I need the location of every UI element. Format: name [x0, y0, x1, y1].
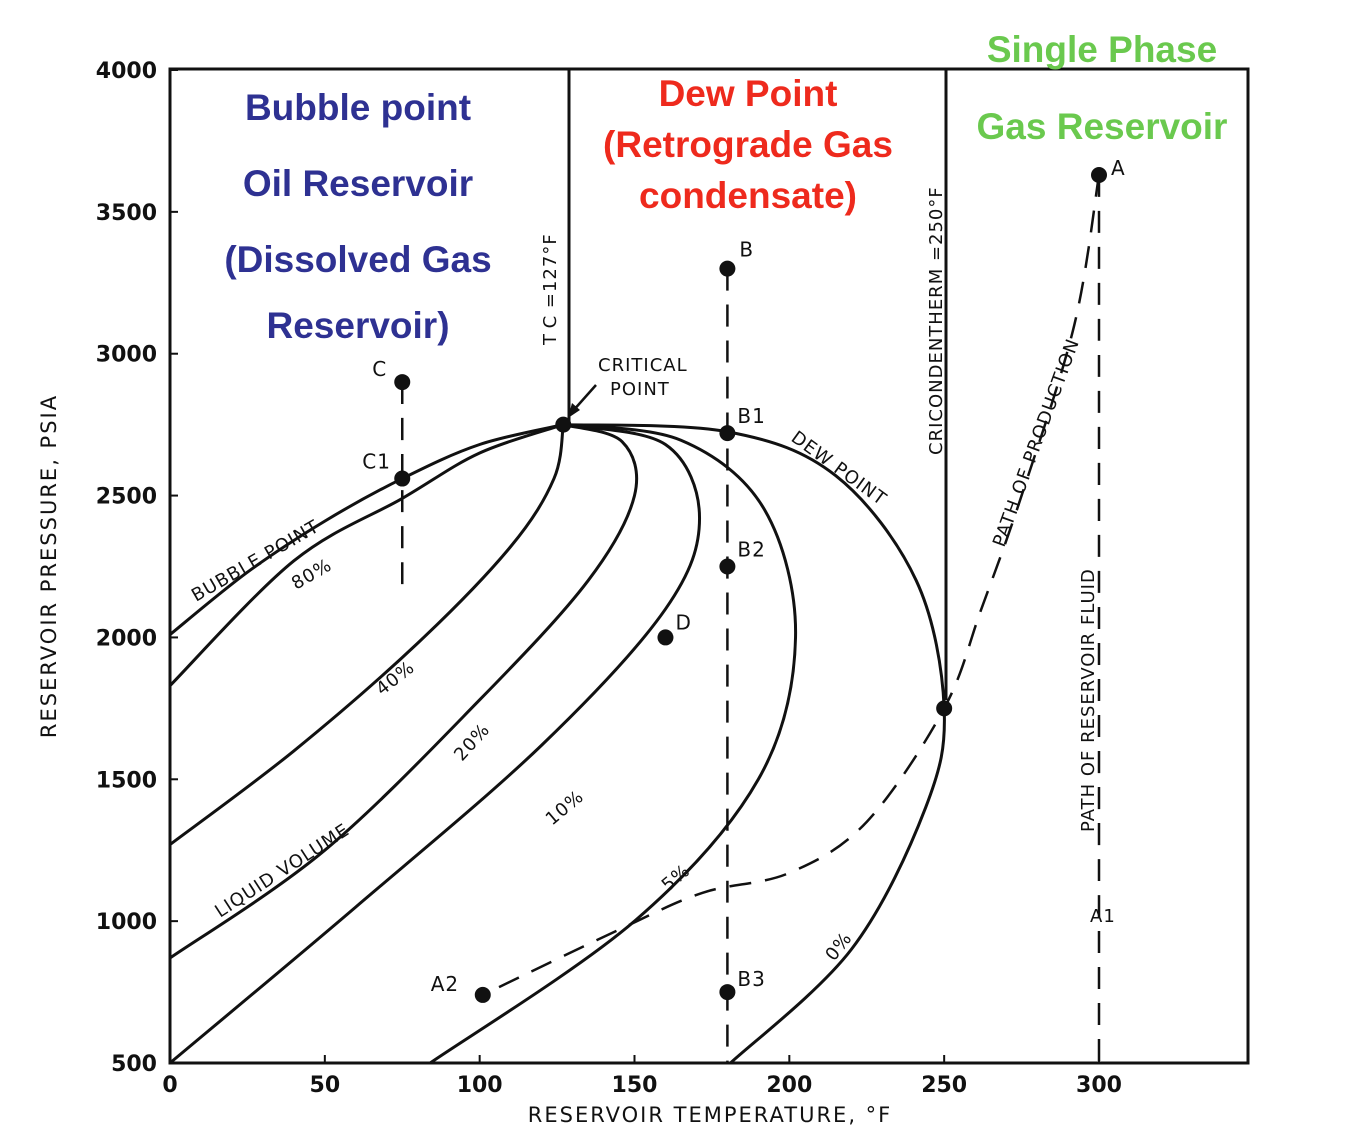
curve-bubble-point	[169, 423, 564, 636]
bubble-region-label: Bubble point Oil Reservoir (Dissolved Ga…	[224, 87, 491, 346]
bubble-point-label: BUBBLE POINT	[188, 516, 323, 606]
y-tick-label: 3000	[96, 343, 157, 368]
y-tick-label: 1500	[96, 768, 157, 793]
svg-text:Bubble point: Bubble point	[245, 87, 471, 128]
single-phase-region-label: Single Phase Gas Reservoir	[977, 29, 1228, 147]
svg-text:Single Phase: Single Phase	[987, 29, 1217, 70]
tc-label: T C =127°F	[540, 233, 561, 346]
y-axis-label: RESERVOIR PRESSURE, PSIA	[37, 394, 61, 738]
y-tick-label: 4000	[96, 59, 157, 84]
cricondentherm-label: CRICONDENTHERM =250°F	[926, 186, 947, 455]
curve-40-	[169, 424, 565, 846]
critical-point-label-2: POINT	[610, 379, 670, 400]
svg-text:(Dissolved Gas: (Dissolved Gas	[224, 239, 491, 280]
x-tick-label: 100	[457, 1073, 503, 1098]
x-tick-label: 50	[310, 1073, 341, 1098]
arrowhead-icon	[568, 403, 580, 418]
data-point-a2	[474, 986, 491, 1003]
path-of-reservoir-fluid-label: PATH OF RESERVOIR FLUID	[1078, 568, 1099, 832]
data-point	[555, 416, 572, 433]
point-label: A	[1111, 156, 1126, 180]
data-point-c	[394, 374, 411, 391]
y-tick-label: 2000	[96, 626, 157, 651]
svg-text:Oil Reservoir: Oil Reservoir	[243, 163, 473, 204]
svg-text:Reservoir): Reservoir)	[266, 305, 449, 346]
dashed-paths	[401, 174, 1101, 1063]
curve-10-	[169, 423, 702, 1065]
point-label: B	[739, 238, 754, 262]
plot-frame	[168, 67, 1250, 1065]
point-label: B2	[737, 538, 765, 562]
data-point-b3	[719, 984, 736, 1001]
data-point-a	[1091, 166, 1107, 183]
data-point-b1	[719, 425, 736, 442]
point-label: A2	[431, 972, 459, 996]
liquid-volume-label: LIQUID VOLUME	[211, 820, 353, 923]
x-tick-label: 200	[766, 1073, 812, 1098]
point-label: B1	[737, 404, 765, 428]
pct-5-label: 5%	[658, 860, 695, 896]
x-tick-label: 150	[612, 1073, 658, 1098]
point-label: D	[675, 610, 691, 634]
svg-text:Dew Point: Dew Point	[659, 73, 838, 114]
y-tick-label: 2500	[96, 485, 157, 510]
data-point-b	[719, 260, 736, 277]
point-label: C	[372, 357, 387, 381]
data-points: A B B1 B2 B3 C C1 D A2	[362, 156, 1125, 1003]
curve-5-	[429, 423, 798, 1065]
svg-text:condensate): condensate)	[639, 175, 857, 216]
svg-text:(Retrograde Gas: (Retrograde Gas	[603, 124, 893, 165]
dew-region-label: Dew Point (Retrograde Gas condensate)	[603, 73, 893, 216]
axis-ticks: 0 50 100 150 200 250 300 500 1000 1500 2000 2500 300…	[96, 59, 1122, 1098]
x-axis-label: RESERVOIR TEMPERATURE, °F	[528, 1103, 893, 1127]
pct-0-label: 0%	[821, 928, 856, 965]
curves	[168, 423, 946, 1065]
path-of-production-label: PATH OF PRODUCTION	[989, 336, 1084, 550]
x-tick-label: 0	[162, 1073, 177, 1098]
x-tick-label: 300	[1076, 1073, 1122, 1098]
a1-label: A1	[1090, 906, 1116, 927]
pct-10-label: 10%	[542, 786, 588, 830]
dew-point-label: DEW POINT	[787, 427, 890, 510]
y-tick-label: 500	[111, 1052, 157, 1077]
data-point-b2	[719, 558, 736, 575]
dashed-path-of-production	[482, 174, 1101, 997]
data-point-d	[657, 629, 674, 646]
data-point-c1	[394, 470, 411, 487]
y-tick-label: 3500	[96, 201, 157, 226]
data-point	[936, 700, 953, 717]
y-tick-label: 1000	[96, 910, 157, 935]
svg-text:Gas Reservoir: Gas Reservoir	[977, 106, 1228, 147]
x-tick-label: 250	[921, 1073, 967, 1098]
pct-20-label: 20%	[450, 719, 494, 765]
point-label: B3	[737, 967, 765, 991]
critical-point-label-1: CRITICAL	[598, 355, 688, 376]
curve-80-	[168, 423, 564, 687]
curve-20-	[169, 423, 639, 960]
point-label: C1	[362, 450, 391, 474]
